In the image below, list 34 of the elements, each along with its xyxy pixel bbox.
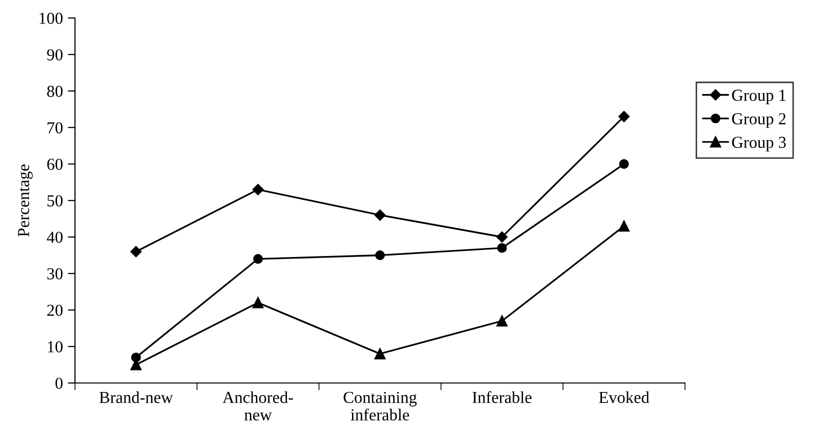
- point: [619, 159, 629, 169]
- y-tick-label: 10: [48, 341, 63, 352]
- point: [375, 250, 385, 260]
- point: [497, 243, 507, 253]
- y-tick-label: 60: [47, 158, 63, 170]
- y-tick-label: 80: [47, 86, 63, 97]
- point: [253, 254, 263, 264]
- point: [374, 348, 386, 360]
- point: [496, 231, 508, 243]
- y-tick-label: 100: [40, 12, 63, 24]
- point: [130, 246, 142, 258]
- x-tick-label: Brand-new: [99, 391, 173, 404]
- legend-label: Group 1: [732, 90, 786, 104]
- y-tick-label: 20: [47, 304, 63, 316]
- y-tick-label: 30: [47, 268, 63, 280]
- point: [618, 110, 630, 122]
- x-tick-label: Evoked: [599, 391, 650, 404]
- point: [131, 352, 141, 362]
- y-tick-label: 90: [47, 49, 63, 60]
- point: [374, 209, 386, 221]
- y-tick-label: 40: [46, 232, 63, 243]
- y-tick-label: 50: [47, 195, 63, 206]
- y-tick-label: 70: [48, 122, 63, 134]
- point: [496, 315, 508, 327]
- legend-label: Group 2: [732, 113, 786, 128]
- x-tick-label: Containing inferable: [344, 392, 417, 420]
- y-axis-title: Percentage: [18, 164, 33, 237]
- x-tick-label: Inferable: [472, 391, 532, 404]
- x-tick-label: Anchored- new: [222, 391, 294, 420]
- legend-label: Group 3: [732, 136, 786, 152]
- point: [618, 220, 630, 232]
- point: [252, 184, 264, 196]
- point: [252, 297, 264, 308]
- y-tick-label: 0: [55, 378, 63, 389]
